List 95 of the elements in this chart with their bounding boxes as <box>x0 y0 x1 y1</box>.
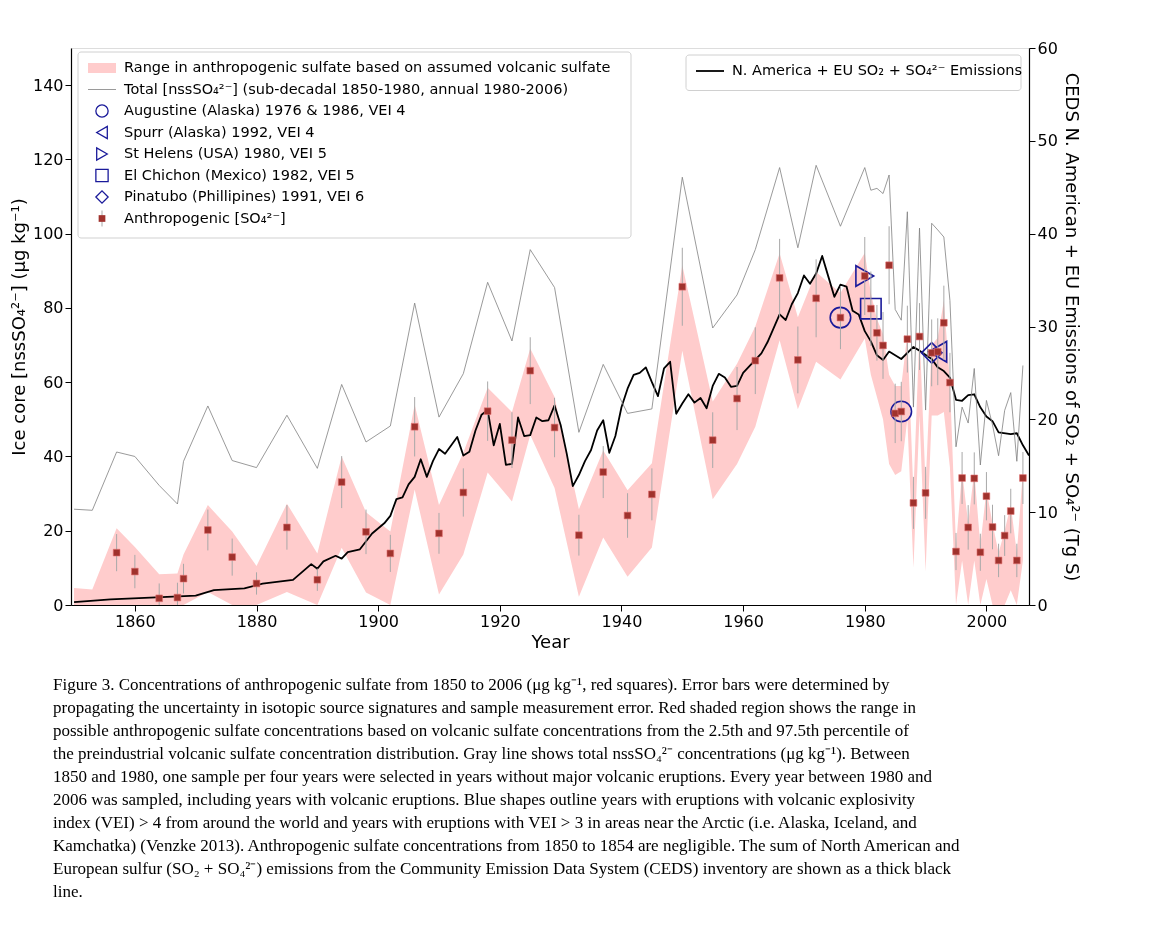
point <box>890 400 913 423</box>
point <box>112 548 121 557</box>
point <box>873 329 881 337</box>
y2-tick-label: 0 <box>1037 595 1048 615</box>
point <box>964 523 972 532</box>
point <box>435 529 443 537</box>
point <box>1019 474 1027 482</box>
y-tick-label: 100 <box>32 224 64 244</box>
y2-axis-title: CEDS N. American + EU Emissions of SO₂ + SO₄²⁻ (Tg S) <box>1061 72 1083 582</box>
point <box>709 436 717 444</box>
point <box>855 264 875 288</box>
x-tick-label: 1900 <box>358 611 400 631</box>
point <box>859 297 882 320</box>
point <box>313 576 321 584</box>
point <box>751 357 759 365</box>
point <box>794 356 802 364</box>
point <box>386 549 394 558</box>
point <box>252 579 261 588</box>
y-tick-label: 80 <box>43 298 64 318</box>
x-tick-label: 1920 <box>479 611 521 631</box>
y-tick-label: 120 <box>32 149 64 169</box>
legend-label: Range in anthropogenic sulfate based on assumed volcanic sulfate <box>124 59 611 75</box>
point <box>982 492 991 500</box>
y2-tick-label: 60 <box>1037 38 1058 58</box>
point <box>155 594 163 602</box>
point <box>204 526 212 534</box>
line-series <box>73 164 1024 511</box>
x-tick-label: 1960 <box>723 611 764 631</box>
legend-label: N. America + EU SO₂ + SO₄²⁻ Emissions <box>732 62 1022 78</box>
point <box>283 523 291 532</box>
y2-tick-label: 30 <box>1037 317 1058 336</box>
point <box>909 499 918 507</box>
point <box>921 489 930 497</box>
x-tick-label: 1880 <box>236 611 278 631</box>
y-tick-label: 40 <box>43 446 64 466</box>
point <box>1013 556 1021 565</box>
point <box>891 409 899 418</box>
point <box>131 567 139 576</box>
point <box>623 511 632 520</box>
legend-label: St Helens (USA) 1980, VEI 5 <box>124 145 327 161</box>
point <box>994 556 1003 565</box>
y2-tick-label: 20 <box>1037 409 1058 429</box>
point <box>988 523 997 531</box>
point <box>920 341 943 364</box>
point <box>903 335 911 343</box>
point <box>970 474 978 483</box>
legend-label: El Chichon (Mexico) 1982, VEI 5 <box>124 166 355 183</box>
point <box>946 378 954 387</box>
point <box>678 283 686 291</box>
point <box>526 367 534 375</box>
legend-label: Anthropogenic [SO₄²⁻] <box>124 209 286 226</box>
y-tick-label: 20 <box>43 521 64 541</box>
point <box>829 306 852 329</box>
point <box>940 319 948 327</box>
point <box>1007 507 1015 515</box>
legend-label: Spurr (Alaska) 1992, VEI 4 <box>124 123 315 140</box>
y-axis-title: Ice core [nssSO₄²⁻] (μg kg⁻¹) <box>7 198 29 456</box>
point <box>228 553 236 561</box>
point <box>733 394 741 403</box>
y-tick-label: 0 <box>53 595 64 615</box>
point <box>885 261 893 269</box>
x-tick-label: 1980 <box>844 611 886 631</box>
point <box>179 574 188 583</box>
x-tick-label: 1860 <box>115 611 156 631</box>
legend-label: Pinatubo (Phillipines) 1991, VEI 6 <box>124 188 365 204</box>
y-tick-label: 140 <box>32 75 64 95</box>
x-axis-title: Year <box>530 630 571 652</box>
point <box>976 548 984 556</box>
point <box>648 490 656 498</box>
x-tick-label: 2000 <box>966 611 1008 631</box>
y2-tick-label: 40 <box>1037 224 1058 244</box>
point <box>550 423 559 432</box>
point <box>775 274 784 282</box>
point <box>879 341 887 350</box>
point <box>915 332 924 341</box>
point <box>812 294 820 302</box>
point <box>484 407 492 415</box>
legend-label: Augustine (Alaska) 1976 & 1986, VEI 4 <box>124 102 406 118</box>
y2-tick-label: 10 <box>1037 502 1058 522</box>
point <box>1001 531 1009 540</box>
point <box>575 531 583 539</box>
point <box>599 468 607 476</box>
point <box>362 528 370 536</box>
legend-label: Total [nssSO₄²⁻] (sub-decadal 1850-1980, annual 1980-2006) <box>123 80 569 97</box>
y2-tick-label: 50 <box>1037 131 1058 151</box>
point <box>958 474 966 482</box>
point <box>952 547 960 556</box>
point <box>173 593 182 602</box>
point <box>338 478 346 486</box>
y-tick-label: 60 <box>43 372 64 392</box>
point <box>459 488 467 497</box>
x-tick-label: 1940 <box>601 611 643 631</box>
text: Figure 3. Concentrations of anthropogenic sulfate from 1850 to 2006 (μg kg⁻¹, red squares). Error bars were determined by propagating the uncertainty in isotopic source signatures and sample measurement error. Red shaded region shows the range in possible anthropogenic sulfate concentrations based on volcanic sulfate concentrations from the 2.5th and 97.5th percentile of the preindustrial volcanic sulfate concentration distribution. Gray line shows total nssSO₄²⁻ concentrations (μg kg⁻¹). Between 1850 and 1980, one sample per four years were selected in years without major volcanic eruptions. Every year between 1980 and 2006 was sampled, including years with volcanic eruptions. Blue shapes outline years with eruptions with volcanic explosivity index (VEI) > 4 from around the world and years with eruptions with VEI > 3 in areas near the Arctic (i.e. Alaska, Iceland, and Kamchatka) (Venzke 2013). Anthropogenic sulfate concentrations from 1850 to 1854 are negligible. The sum of North American and European sulfur (SO₂ + SO₄²⁻) emissions from the Community Emission Data System (CEDS) inventory are shown as a thick black line. <box>53 675 960 901</box>
point <box>411 423 419 431</box>
point <box>508 436 516 444</box>
